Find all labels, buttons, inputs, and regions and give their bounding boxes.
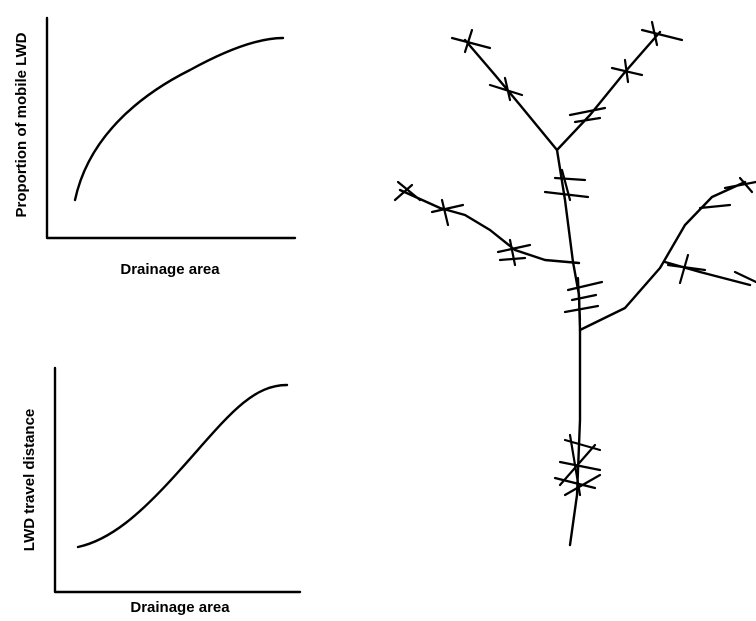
lwd-piece: [666, 263, 707, 272]
axes: [53, 366, 302, 594]
lwd-piece: [543, 190, 590, 199]
plot-proportion: Drainage area Proportion of mobile LWD: [13, 16, 297, 278]
lwd-piece: [450, 36, 492, 50]
plot-travel-distance: Drainage area LWD travel distance: [21, 366, 302, 616]
lwd-piece: [570, 293, 598, 302]
branch: [555, 30, 662, 152]
lwd-piece: [623, 58, 630, 84]
y-axis-label: LWD travel distance: [21, 409, 38, 552]
branch: [578, 180, 747, 332]
lwd-piece: [430, 203, 465, 214]
curve: [73, 36, 285, 202]
axes: [45, 16, 297, 240]
lwd-piece: [553, 176, 587, 182]
lwd-piece: [503, 76, 512, 102]
lwd-piece: [563, 473, 602, 497]
lwd-piece: [563, 304, 600, 314]
lwd-piece: [678, 253, 690, 285]
lwd-piece: [496, 243, 532, 254]
lwd-piece: [560, 168, 572, 202]
lwd-piece: [396, 180, 422, 202]
lwd-piece: [566, 280, 604, 292]
y-axis-label: Proportion of mobile LWD: [13, 32, 30, 217]
lwd-piece: [568, 106, 607, 117]
lwd-piece: [558, 460, 602, 472]
lwd-piece: [573, 116, 602, 124]
lwd-piece: [733, 270, 756, 284]
lwd-piece: [738, 176, 754, 194]
x-axis-label: Drainage area: [130, 599, 230, 616]
lwd-piece: [723, 180, 756, 190]
curve: [76, 383, 289, 549]
lwd-piece: [393, 183, 414, 202]
river-network: [393, 20, 756, 547]
lwd-piece: [440, 198, 450, 227]
lwd-piece: [498, 256, 527, 262]
lwd-piece: [488, 83, 524, 97]
lwd-piece: [558, 443, 597, 487]
lwd-piece: [640, 28, 684, 42]
lwd-piece: [463, 28, 474, 54]
x-axis-label: Drainage area: [120, 261, 220, 278]
lwd-piece: [508, 238, 517, 267]
lwd-pieces: [393, 20, 756, 497]
lwd-piece: [698, 203, 732, 210]
lwd-piece: [576, 276, 582, 322]
branch: [463, 38, 559, 152]
branch: [398, 188, 581, 265]
lwd-piece: [568, 433, 582, 497]
lwd-piece: [650, 20, 659, 47]
lwd-piece: [553, 476, 597, 490]
